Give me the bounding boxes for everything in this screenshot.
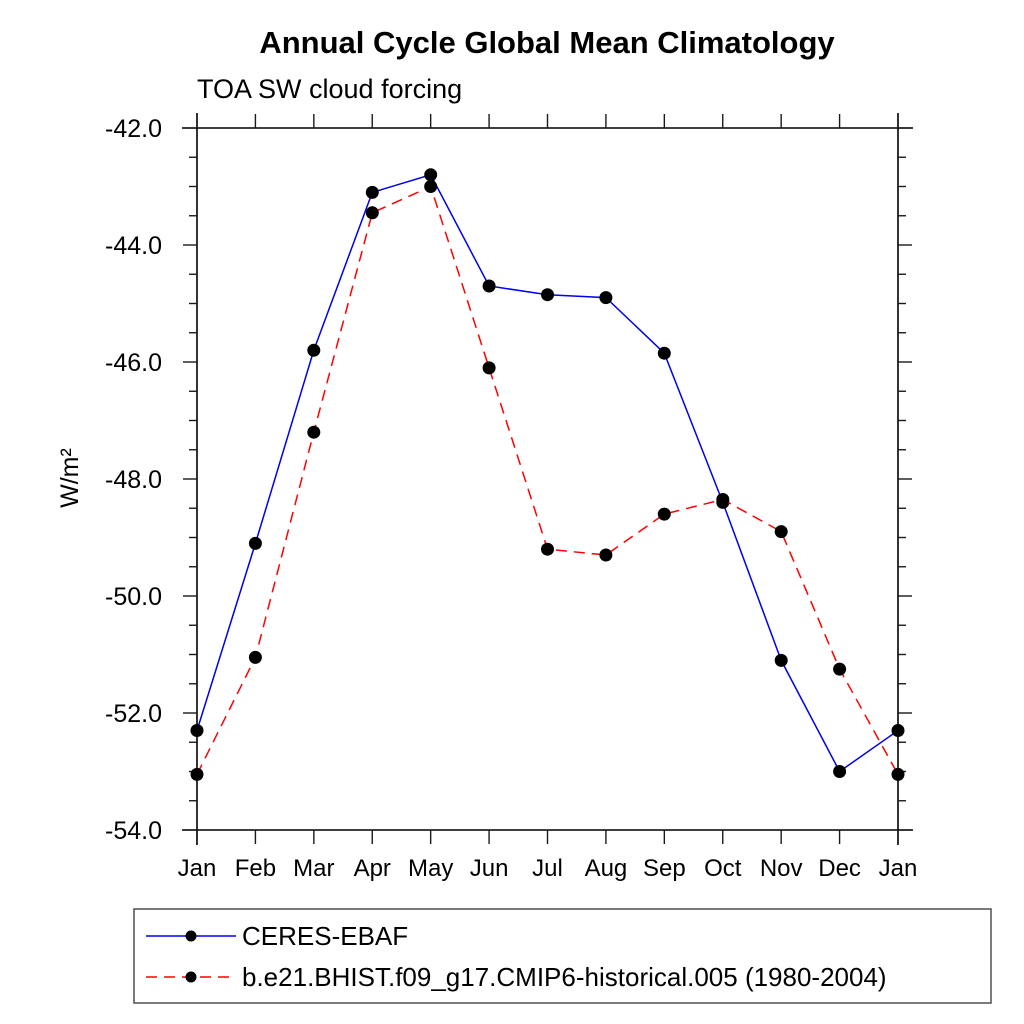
x-tick-label: Aug xyxy=(585,855,628,882)
series-line-ceres-ebaf xyxy=(196,173,899,773)
x-tick-label: Jan xyxy=(178,855,217,882)
data-point-marker xyxy=(365,206,379,220)
data-point-marker xyxy=(365,185,379,199)
x-tick-label: Jul xyxy=(532,855,563,882)
x-tick-label: Jun xyxy=(470,855,509,882)
legend-item-ceres-ebaf: CERES-EBAF xyxy=(146,921,408,951)
data-point-marker xyxy=(541,288,554,302)
data-point-marker xyxy=(657,507,671,521)
data-point-marker xyxy=(716,493,730,506)
y-tick-label: -44.0 xyxy=(105,232,162,260)
legend-marker-dot-icon xyxy=(185,971,197,983)
x-tick-label: Mar xyxy=(293,855,334,882)
legend-label-ceres-ebaf: CERES-EBAF xyxy=(242,921,408,951)
legend-item-model: b.e21.BHIST.f09_g17.CMIP6-historical.005… xyxy=(146,962,887,992)
data-point-marker xyxy=(599,291,613,305)
data-point-marker xyxy=(482,279,496,293)
y-tick-label: -48.0 xyxy=(105,466,162,494)
x-tick-label: Oct xyxy=(704,855,742,882)
y-tick-label: -46.0 xyxy=(105,349,162,377)
data-point-marker xyxy=(307,425,321,439)
data-point-marker xyxy=(599,548,613,562)
data-point-marker xyxy=(248,650,262,664)
data-point-marker xyxy=(424,168,438,182)
y-tick-label: -42.0 xyxy=(105,115,162,143)
legend: CERES-EBAF b.e21.BHIST.f09_g17.CMIP6-his… xyxy=(133,908,992,1004)
data-point-marker xyxy=(248,536,262,550)
x-tick-label: Dec xyxy=(818,855,861,882)
x-tick-label: Feb xyxy=(235,855,276,882)
legend-marker-dot-icon xyxy=(185,930,197,942)
y-tick-label: -52.0 xyxy=(105,700,162,728)
x-tick-label: Jan xyxy=(879,855,918,882)
x-tick-label: Nov xyxy=(760,855,803,882)
data-point-marker xyxy=(774,653,788,667)
data-point-marker xyxy=(657,346,671,360)
chart-subtitle: TOA SW cloud forcing xyxy=(197,74,462,104)
data-point-marker xyxy=(424,180,438,193)
series-line-model xyxy=(196,185,899,775)
data-point-marker xyxy=(833,765,847,778)
axes-layer: Jan Feb Mar Apr May Jun Jul Aug Sep Oct Nov Dec Jan-… xyxy=(105,113,917,882)
y-tick-label: -54.0 xyxy=(105,817,162,845)
data-point-marker xyxy=(833,662,847,676)
data-point-marker xyxy=(774,525,788,539)
x-tick-label: Apr xyxy=(354,855,391,882)
data-point-marker xyxy=(190,724,204,737)
data-point-marker xyxy=(891,767,905,781)
y-tick-label: -50.0 xyxy=(105,583,162,611)
y-axis-label: W/m² xyxy=(56,448,84,508)
legend-label-model: b.e21.BHIST.f09_g17.CMIP6-historical.005… xyxy=(242,962,887,992)
data-point-marker xyxy=(891,724,905,737)
chart-title: Annual Cycle Global Mean Climatology xyxy=(259,25,835,60)
series-layer xyxy=(190,168,905,781)
data-point-marker xyxy=(307,343,321,357)
x-tick-label: May xyxy=(408,855,453,882)
data-point-marker xyxy=(482,361,496,375)
legend-box xyxy=(133,908,992,1004)
data-point-marker xyxy=(190,767,204,781)
data-point-marker xyxy=(541,542,554,556)
x-tick-label: Sep xyxy=(643,855,686,882)
